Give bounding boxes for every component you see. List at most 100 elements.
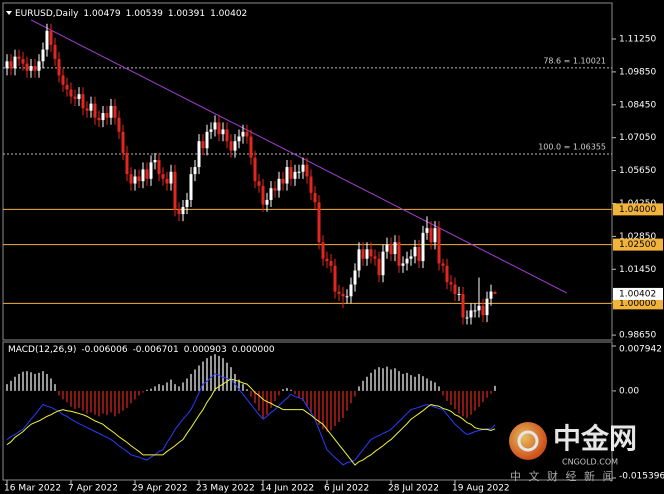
candle-body <box>233 141 237 151</box>
watermark-name: 中金网 <box>553 422 637 455</box>
candle-body <box>441 263 445 266</box>
level-tag <box>613 297 663 310</box>
candle-body <box>485 298 489 316</box>
x-tick-label: 6 Jul 2022 <box>324 484 369 494</box>
x-tick-label: 23 May 2022 <box>196 484 255 494</box>
candle-body <box>309 176 313 193</box>
candle-body <box>129 174 133 184</box>
candle-body <box>449 282 453 285</box>
x-tick-label: 28 Jul 2022 <box>388 484 439 494</box>
candle-body <box>13 56 17 69</box>
candle-body <box>81 94 85 109</box>
candle-body <box>429 228 433 243</box>
y-tick-label: 1.02850 <box>619 232 656 242</box>
candle-body <box>257 181 261 186</box>
candle-body <box>461 293 465 318</box>
macd-plot <box>6 354 496 466</box>
candle-body <box>73 96 77 99</box>
candle-body <box>109 105 113 118</box>
y-tick-label: 1.11250 <box>619 34 656 44</box>
candle-body <box>345 296 349 298</box>
candle-body <box>409 256 413 259</box>
x-tick-label: 16 Mar 2022 <box>4 484 61 494</box>
logo-circle <box>509 422 547 460</box>
ohlc-low: 1.00391 <box>168 9 205 19</box>
macd-readout: 0.000903 <box>184 345 227 355</box>
y-tick-label: 1.08450 <box>619 100 656 110</box>
candle-body <box>269 188 273 200</box>
macd-y-tick-label: 0.007942 <box>619 345 662 355</box>
macd-readout: -0.006701 <box>133 345 179 355</box>
macd-signal-line <box>6 378 496 466</box>
level-label: 1.00000 <box>619 299 656 309</box>
candle-body <box>41 49 45 62</box>
candle-body <box>433 228 437 243</box>
candle-body <box>165 178 169 184</box>
candle-body <box>101 113 105 121</box>
candle-body <box>265 199 269 205</box>
candle-body <box>145 169 149 179</box>
candle-body <box>137 176 141 182</box>
candle-body <box>9 61 13 69</box>
candle-body <box>413 246 417 257</box>
candle-body <box>289 167 293 179</box>
level-tag <box>613 238 663 251</box>
candle-body <box>217 122 221 135</box>
candle-body <box>313 192 317 203</box>
x-tick-label: 7 Apr 2022 <box>68 484 118 494</box>
candle-body <box>25 63 29 71</box>
candle-body <box>469 310 473 318</box>
fib-label: 78.6 = 1.10021 <box>543 56 606 65</box>
candle-body <box>361 249 365 259</box>
price-tag-label: 1.00402 <box>619 289 656 299</box>
candle-body <box>369 249 373 257</box>
candle-body <box>181 207 185 215</box>
candle-body <box>473 310 477 312</box>
candle-body <box>213 122 217 130</box>
candle-body <box>85 108 89 111</box>
candle-body <box>317 202 321 243</box>
candle-body <box>201 141 205 149</box>
candle-body <box>37 61 41 71</box>
candle-body <box>381 251 385 276</box>
candle-body <box>249 136 253 158</box>
candle-body <box>133 176 137 184</box>
macd-readout: 0.000000 <box>232 345 275 355</box>
candle-body <box>177 209 181 215</box>
candle-body <box>337 291 341 294</box>
candle-body <box>117 117 121 132</box>
macd-main-line <box>6 373 496 466</box>
y-tick-label: 0.98650 <box>619 331 656 341</box>
level-label: 1.02500 <box>619 240 656 250</box>
candle-body <box>445 265 449 283</box>
candle-body <box>341 293 345 297</box>
candle-body <box>349 284 353 297</box>
trend-line <box>30 19 568 294</box>
candle-body <box>53 44 57 59</box>
candle-body <box>169 171 173 184</box>
macd-readout: -0.006006 <box>81 345 127 355</box>
candle-body <box>33 66 37 71</box>
candle-body <box>417 246 421 262</box>
candle-body <box>261 185 265 205</box>
candle-body <box>61 75 65 85</box>
watermark-site: CNGOLD.COM <box>562 458 618 467</box>
symbol: EURUSD,Daily <box>15 9 79 19</box>
candle-body <box>29 66 33 71</box>
candle-body <box>45 30 49 50</box>
candle-body <box>305 164 309 177</box>
candle-body <box>205 131 209 149</box>
candle-body <box>253 157 257 182</box>
ohlc-open: 1.00479 <box>83 9 120 19</box>
candle-body <box>397 242 401 266</box>
candle-body <box>405 258 409 264</box>
candle-body <box>77 94 81 99</box>
candle-body <box>161 174 165 179</box>
candle-body <box>149 162 153 179</box>
candle-body <box>141 169 145 182</box>
candle-body <box>21 58 25 64</box>
level-label: 1.04000 <box>619 205 656 215</box>
candle-body <box>453 284 457 294</box>
